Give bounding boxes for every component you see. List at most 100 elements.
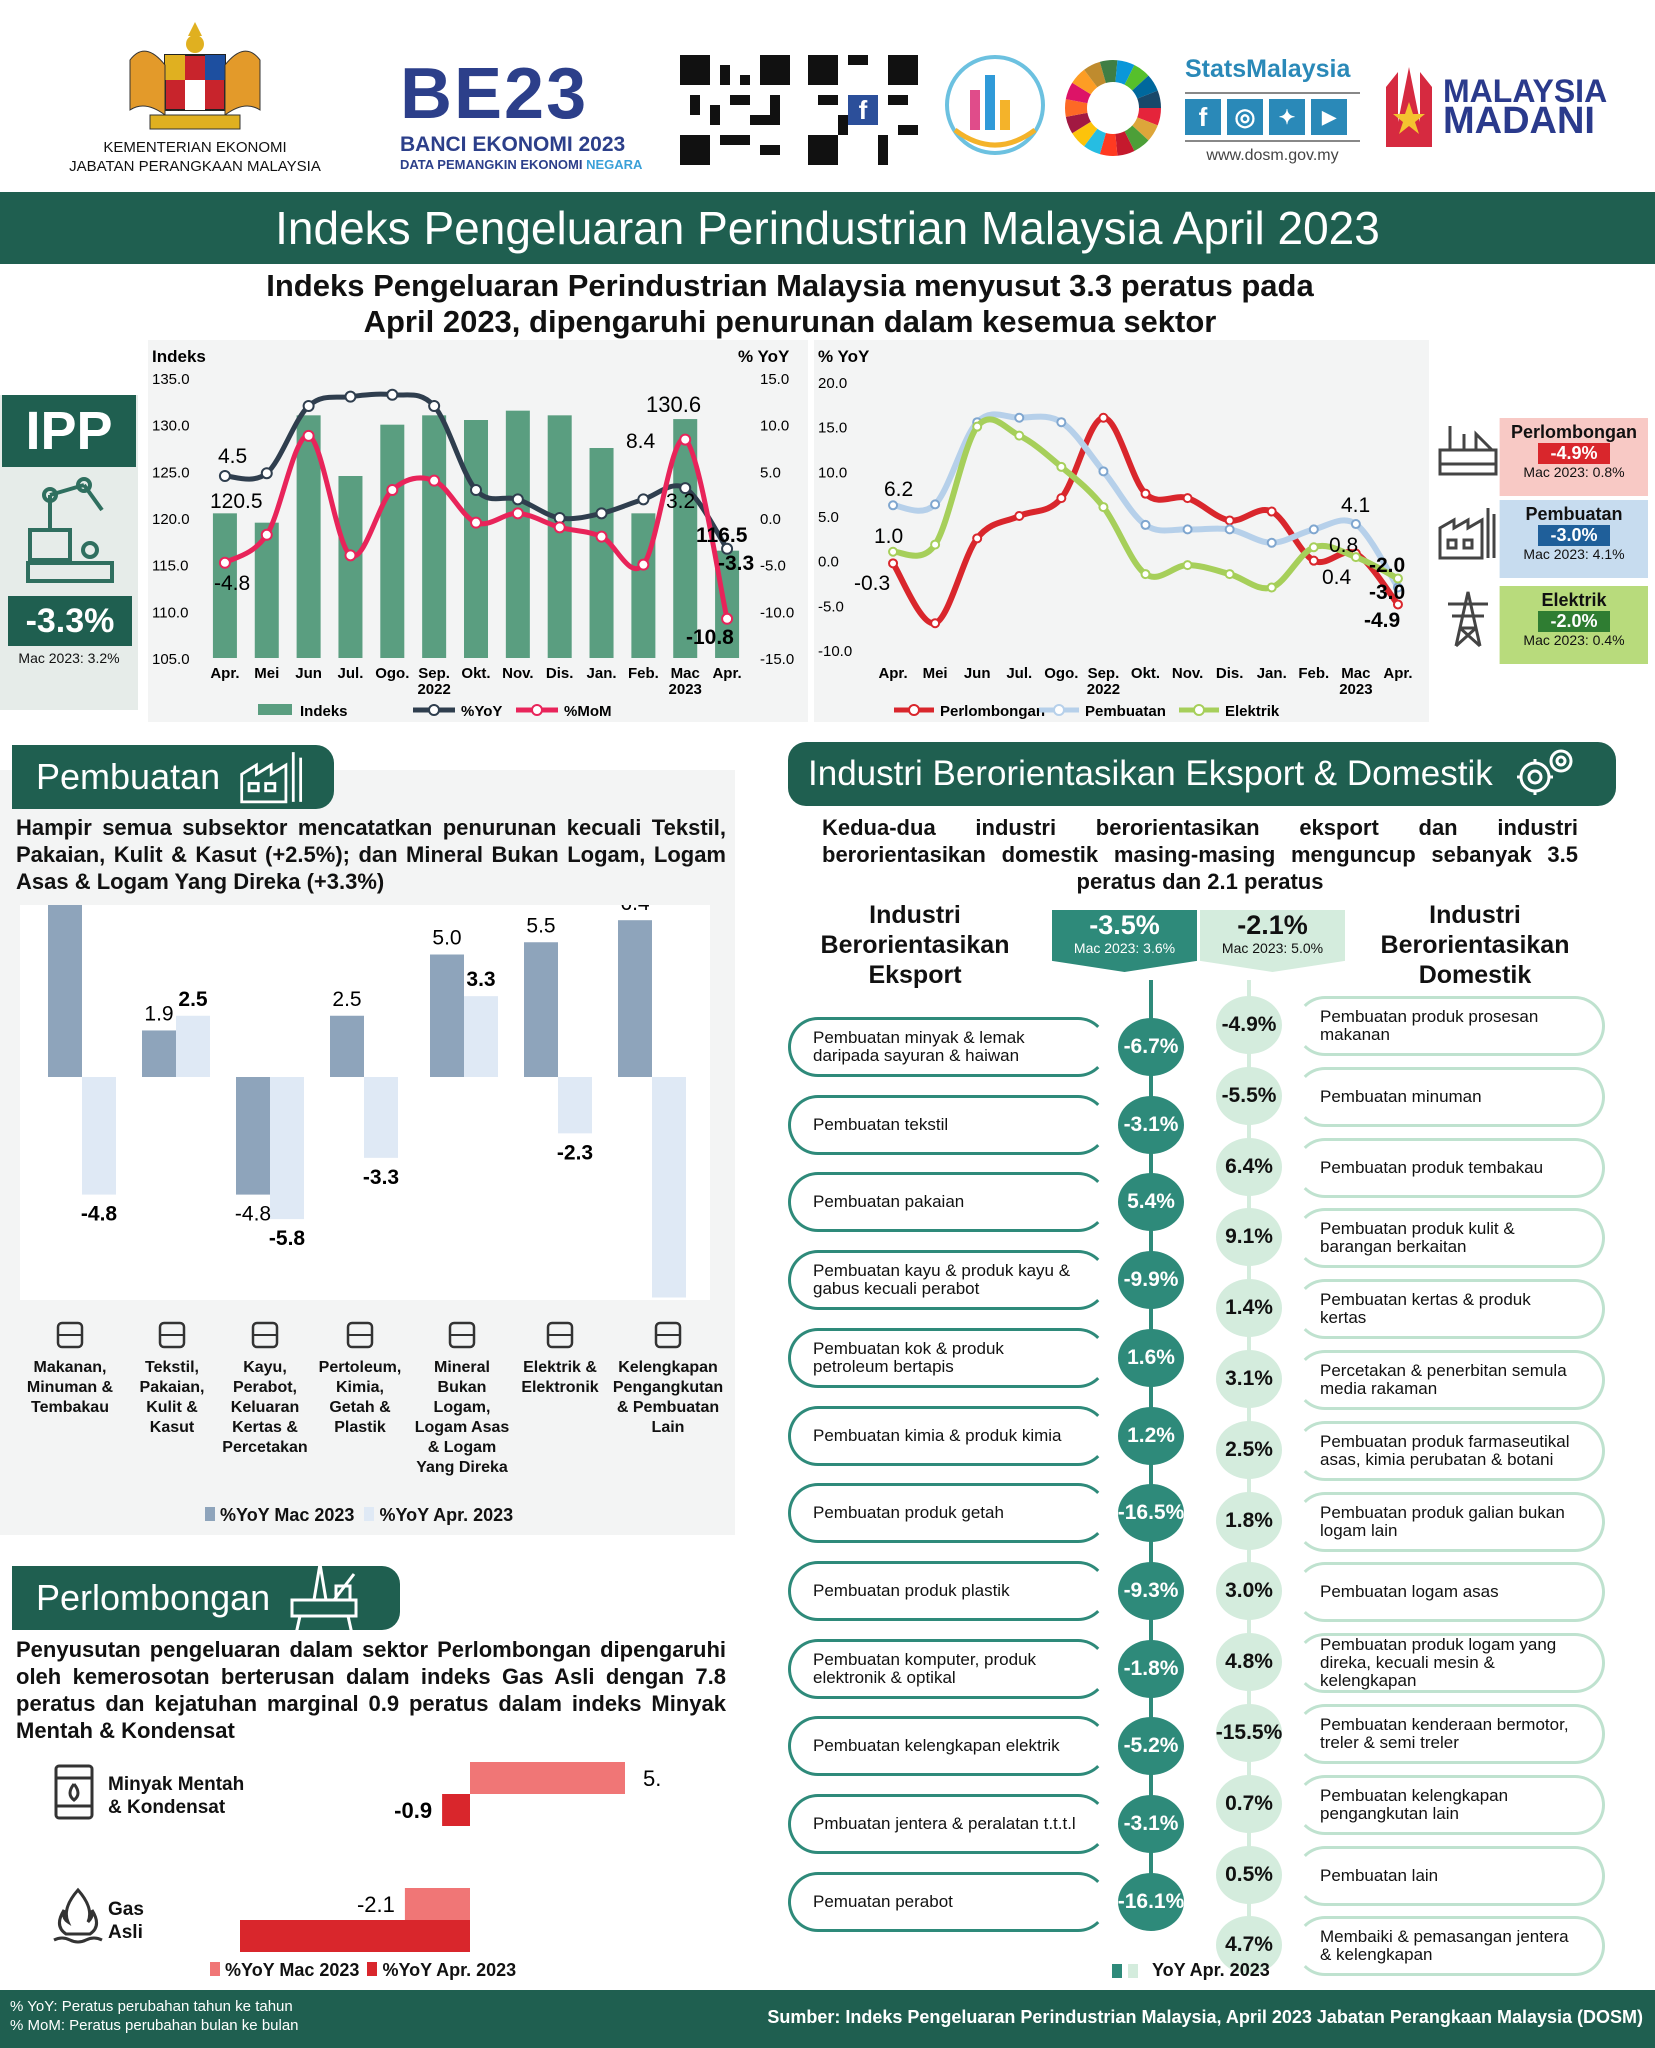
- domestik-item: Pembuatan kertas & produk kertas: [1295, 1279, 1605, 1340]
- series-point: [1140, 488, 1151, 499]
- legend-mining-apr: %YoY Apr. 2023: [382, 1960, 517, 1980]
- oil-barrel-icon: [54, 1764, 94, 1820]
- industri-section-title: Industri Berorientasikan Eksport & Domes…: [788, 742, 1616, 806]
- mom-point: [553, 521, 566, 534]
- legend-swatch-apr: [364, 1507, 375, 1521]
- x-tick: Apr.: [878, 665, 907, 682]
- apr-label: -4.8: [81, 1203, 118, 1226]
- x-tick: Jun: [295, 665, 322, 682]
- series-point: [1308, 524, 1319, 535]
- apr-bar: [558, 1077, 592, 1134]
- apr-bar: [652, 1077, 686, 1298]
- legend-marker: [1193, 704, 1205, 716]
- series-point: [1098, 502, 1109, 513]
- instagram-icon[interactable]: ◎: [1227, 99, 1263, 135]
- y-tick-left: 125.0: [152, 464, 190, 481]
- domestik-value: -5.5%: [1216, 1066, 1282, 1125]
- vehicle-icon: [654, 1321, 682, 1349]
- series-point: [1182, 560, 1193, 571]
- series-point: [972, 421, 983, 432]
- series-point: [1392, 573, 1403, 584]
- minyak-mac-bar: [470, 1762, 625, 1794]
- legend-mac: %YoY Mac 2023: [220, 1505, 355, 1525]
- data-label: 4.1: [1341, 494, 1370, 517]
- category-label: Pertoleum, Kimia, Getah & Plastik: [304, 1315, 416, 1438]
- eksport-item: Pembuatan tekstil: [788, 1094, 1108, 1155]
- category-line: Pengangkutan: [612, 1379, 724, 1396]
- data-label: -3.0: [1369, 581, 1405, 604]
- website-link[interactable]: www.dosm.gov.my: [1206, 147, 1339, 164]
- data-label: -3.3: [718, 552, 754, 575]
- eksport-value: -3.1%: [1118, 1095, 1184, 1154]
- madani-text-2: MADANI: [1443, 100, 1595, 142]
- data-label: -10.8: [686, 626, 734, 649]
- youtube-icon[interactable]: ▶: [1311, 99, 1347, 135]
- mom-point: [344, 549, 357, 562]
- eksport-item: Pembuatan kelengkapan elektrik: [788, 1716, 1108, 1777]
- y-tick-left: 115.0: [152, 558, 188, 575]
- data-label: 130.6: [646, 392, 701, 417]
- x-tick: Feb.: [1298, 665, 1329, 682]
- eksport-value: -3.1%: [1118, 1795, 1184, 1853]
- headline-line-1: Indeks Pengeluaran Perindustrian Malaysi…: [266, 268, 1314, 303]
- x-tick: Okt.: [1131, 665, 1160, 682]
- yoy-point: [302, 400, 315, 412]
- category-line: Kayu,: [243, 1359, 287, 1376]
- mac-label: 2.5: [332, 988, 361, 1011]
- domestik-item: Pembuatan produk prosesan makanan: [1295, 996, 1605, 1056]
- year-label: 2022: [1087, 681, 1120, 698]
- footer: % YoY: Peratus perubahan tahun ke tahun …: [0, 1990, 1655, 2048]
- series-point: [930, 499, 941, 510]
- category-label: Kayu, Perabot, Keluaran Kertas & Percetakan: [209, 1315, 321, 1458]
- shirt-icon: [158, 1321, 186, 1349]
- sector-name: Perlombongan: [1510, 422, 1637, 442]
- gas-mac-label: -2.1: [357, 1892, 395, 1917]
- domestik-value: 6.4%: [1216, 1137, 1282, 1196]
- mac-bar: [48, 905, 82, 1077]
- data-label: 1.0: [874, 525, 903, 548]
- series-point: [930, 618, 941, 629]
- minyak-label-1: Minyak Mentah: [108, 1774, 245, 1795]
- eksport-item: Pemuatan perabot: [788, 1871, 1108, 1932]
- pembuatan-section-title: Pembuatan: [12, 745, 334, 809]
- sector-name: Elektrik: [1541, 590, 1607, 610]
- mac-label: 5.5: [526, 914, 555, 937]
- pembuatan-subsector-chart: 7.61.9-4.82.55.05.56.4-4.82.5-5.8-3.33.3…: [48, 905, 686, 1298]
- yoy-point: [511, 493, 524, 506]
- eksport-item: Pembuatan kok & produk petroleum bertapi…: [788, 1327, 1108, 1388]
- series-point: [1098, 466, 1109, 477]
- y-axis-right-label: % YoY: [738, 347, 790, 366]
- data-label: 0.4: [1322, 566, 1352, 589]
- domestik-item: Pembuatan produk tembakau: [1295, 1137, 1605, 1198]
- qr-code-icon[interactable]: [680, 54, 790, 166]
- x-tick: Jan.: [1257, 665, 1287, 682]
- category-line: Plastik: [334, 1419, 386, 1436]
- legend-marker: [908, 704, 920, 716]
- mac-bar: [430, 954, 464, 1077]
- ministry-name: KEMENTERIAN EKONOMI: [103, 139, 287, 156]
- y-tick: -10.0: [818, 643, 852, 660]
- y-tick: 5.0: [818, 509, 839, 526]
- legend-label: Elektrik: [1225, 703, 1280, 720]
- domestik-item: Pembuatan kelengkapan pengangkutan lain: [1295, 1774, 1605, 1835]
- apr-bar: [82, 1077, 116, 1195]
- department-name: JABATAN PERANGKAAN MALAYSIA: [69, 158, 321, 175]
- facebook-icon[interactable]: f: [1185, 99, 1221, 135]
- series-point: [888, 500, 899, 511]
- statistics-day-logo-icon: [945, 55, 1045, 155]
- oil-rig-icon: [290, 1563, 358, 1635]
- gas-mac-bar: [404, 1888, 470, 1920]
- domestik-value: 9.1%: [1216, 1208, 1282, 1267]
- category-line: Percetakan: [222, 1439, 308, 1456]
- x-tick: Sep.: [1088, 665, 1120, 682]
- apr-bar: [270, 1077, 304, 1220]
- facebook-qr-code-icon[interactable]: f: [808, 54, 918, 166]
- mom-point: [511, 507, 524, 520]
- x-tick: Ogo.: [1044, 665, 1078, 682]
- twitter-icon[interactable]: ✦: [1269, 99, 1305, 135]
- banci-ekonomi-logo: BE23 BANCI EKONOMI 2023 DATA PEMANGKIN E…: [400, 54, 643, 172]
- category-line: Bukan: [437, 1379, 487, 1396]
- series-point: [1224, 524, 1235, 535]
- year-label: 2022: [417, 681, 450, 698]
- domestik-item: Percetakan & penerbitan semula media rak…: [1295, 1350, 1605, 1410]
